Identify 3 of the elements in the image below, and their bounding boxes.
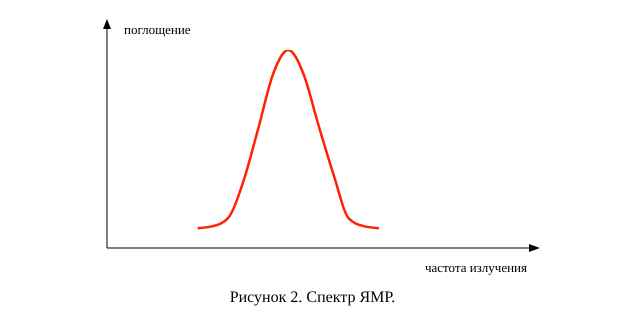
text: Рисунок 2. Спектр ЯМР. (228, 289, 396, 307)
x-axis-title: частота излучения (424, 260, 527, 276)
y-axis-title: поглощение (124, 22, 191, 38)
